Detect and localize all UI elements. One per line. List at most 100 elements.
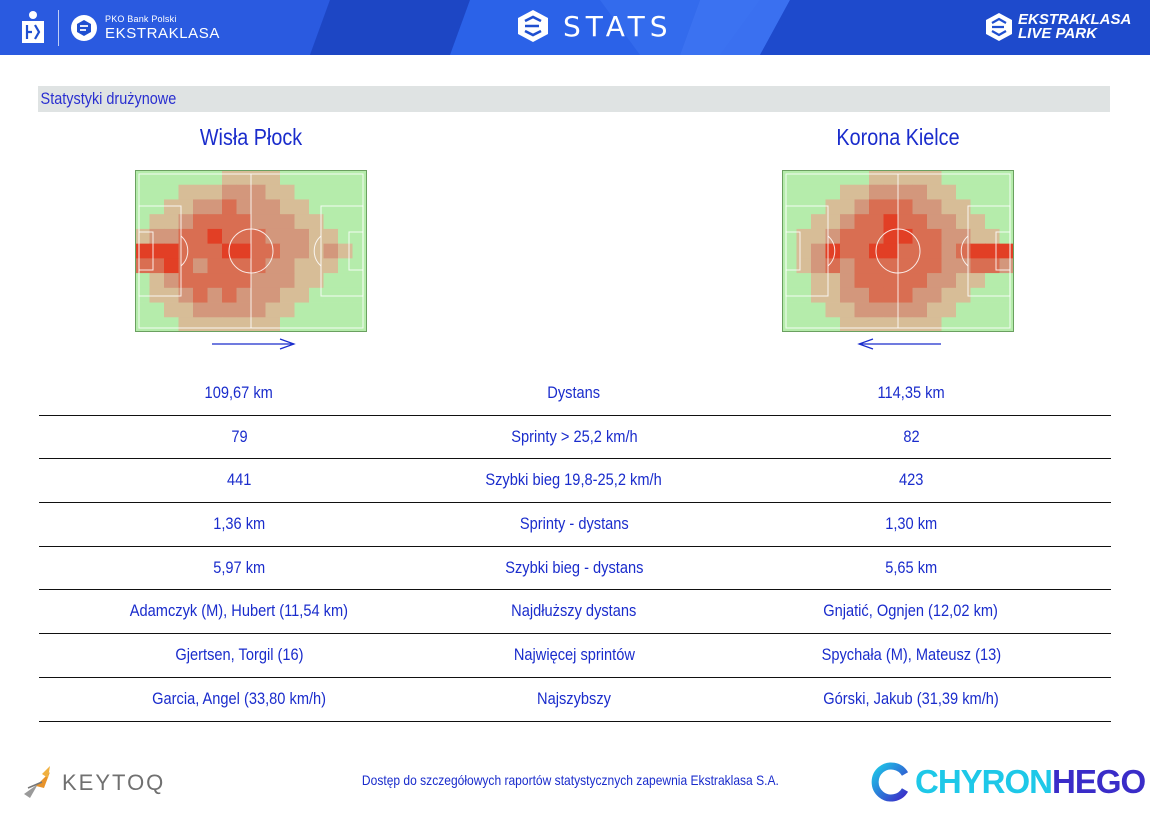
heatmap-cell (782, 228, 797, 245)
section-title: Statystyki drużynowe (40, 89, 177, 108)
heatmap-cell (265, 302, 281, 318)
heatmap-cell (309, 184, 324, 200)
heatmap-cell (898, 214, 913, 230)
live-park-branding[interactable]: EKSTRAKLASA LIVE PARK (984, 12, 1131, 42)
heatmap-cell (999, 273, 1014, 289)
heatmap-cell (825, 199, 841, 215)
heatmap-cell (811, 273, 826, 289)
heatmap-cell (338, 199, 353, 215)
heatmap-cell (193, 228, 208, 245)
heatmap-cell (338, 170, 353, 186)
heatmap-cell (236, 243, 252, 259)
heatmap-cell (869, 199, 884, 215)
heatmap-cell (265, 199, 281, 215)
live-park-logo-icon (986, 13, 1012, 41)
heatmap-cell (236, 317, 252, 332)
heatmap-cell (193, 258, 208, 274)
heatmap-cell (912, 228, 928, 245)
heatmap-cell (840, 287, 855, 303)
heatmap-cell (280, 287, 295, 303)
heatmap-cell (999, 317, 1014, 332)
heatmap-cell (999, 199, 1014, 215)
heatmap-cell (956, 273, 971, 289)
stat-label: Szybki bieg 19,8-25,2 km/h (485, 470, 663, 490)
heatmap-cell (207, 317, 223, 332)
heatmap-cell (869, 214, 884, 230)
heatmap-cell (352, 199, 367, 215)
heatmap-cell (985, 214, 1000, 230)
keytoq-logo[interactable]: KEYTOQ (20, 764, 165, 802)
heatmap-cell (970, 258, 986, 274)
heatmap-cell (941, 258, 957, 274)
heatmap-cell (970, 199, 986, 215)
heatmap-cell (985, 170, 1000, 186)
heatmap-cell (265, 317, 281, 332)
heatmap-cell (280, 199, 295, 215)
heatmap-cell (280, 302, 295, 318)
heatmap-cell (280, 214, 295, 230)
heatmap-cell (352, 243, 367, 259)
heatmap-cell (985, 243, 1000, 259)
heatmap-cell (883, 287, 899, 303)
home-value: Garcia, Angel (33,80 km/h) (152, 688, 326, 708)
heatmap-cell (869, 184, 884, 200)
heatmap-cell (782, 243, 797, 259)
stat-label: Najszybszy (537, 688, 611, 708)
home-value-cell: 1,36 km (39, 503, 439, 545)
chyron-text-part1: CHYRON (915, 763, 1053, 800)
heatmap-cell (338, 184, 353, 200)
heatmap-cell (294, 258, 310, 274)
heatmap-cell (135, 273, 150, 289)
heatmap-cell (178, 214, 194, 230)
heatmap-cell (222, 317, 237, 332)
heatmap-cell (811, 243, 826, 259)
heatmap-cell (309, 170, 324, 186)
heatmap-cell (178, 273, 194, 289)
heatmap-cell (825, 228, 841, 245)
heatmap-cell (222, 302, 237, 318)
heatmap-cell (796, 243, 812, 259)
league-branding[interactable]: PKO Bank Polski EKSTRAKLASA (18, 6, 220, 50)
heatmap-cell (796, 170, 812, 186)
away-heatmap (782, 170, 1014, 332)
away-value-cell: 423 (711, 459, 1111, 501)
heatmap-cell (178, 317, 194, 332)
away-value: 1,30 km (884, 514, 938, 534)
heatmap-cell (323, 199, 339, 215)
heatmap-cell (352, 184, 367, 200)
heatmap-cell (941, 199, 957, 215)
heatmap-cell (294, 287, 310, 303)
heatmap-cell (323, 258, 339, 274)
chyronhego-logo[interactable]: CHYRONHEGO (871, 762, 1146, 802)
heatmap-cell (854, 317, 870, 332)
footer-note-text: Dostęp do szczegółowych raportów statyst… (361, 772, 779, 788)
heatmap-cell (883, 170, 899, 186)
pitch-border (782, 170, 1014, 332)
heatmap-cell (135, 287, 150, 303)
heatmap-cell (825, 258, 841, 274)
heatmap-cell (164, 228, 179, 245)
heatmap-cell (927, 214, 942, 230)
heatmap-cell (280, 243, 295, 259)
heatmap-cell (854, 199, 870, 215)
heatmap-cell (323, 228, 339, 245)
heatmap-cell (222, 170, 237, 186)
heatmap-cell (280, 317, 295, 332)
heatmap-cell (927, 287, 942, 303)
heatmap-cell (294, 228, 310, 245)
heatmap-cell (999, 302, 1014, 318)
home-value-cell: 5,97 km (39, 547, 439, 589)
heatmap-cell (309, 287, 324, 303)
heatmap-cell (338, 258, 353, 274)
stat-label: Najwięcej sprintów (513, 645, 635, 665)
home-heatmap (135, 170, 367, 332)
heatmap-cell (854, 214, 870, 230)
heatmap-cell (323, 273, 339, 289)
heatmap-cell (796, 228, 812, 245)
banner-decoration (0, 0, 1150, 55)
heatmap-cell (941, 214, 957, 230)
heatmap-cell (164, 243, 179, 259)
heatmap-cell (796, 199, 812, 215)
heatmap-cell (309, 317, 324, 332)
heatmap-cell (149, 273, 165, 289)
